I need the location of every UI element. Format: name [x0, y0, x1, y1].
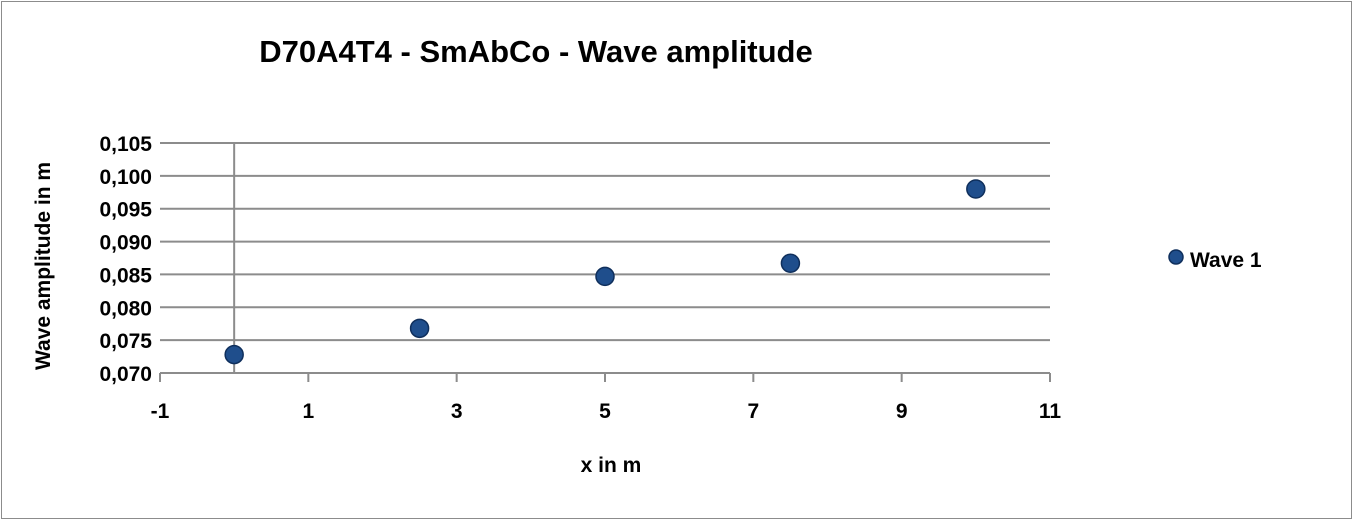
y-tick-label: 0,070 [99, 363, 152, 386]
data-point [966, 179, 986, 199]
y-tick-labels: 0,070 0,075 0,080 0,085 0,090 0,095 0,100 0,105 [99, 133, 152, 386]
x-tick-labels: -1 1 3 5 7 9 11 [151, 400, 1062, 423]
gridlines [160, 142, 1050, 342]
data-point [224, 344, 244, 365]
x-tick-label: 11 [1039, 400, 1062, 423]
y-tick-label: 0,095 [99, 199, 152, 222]
data-point [595, 266, 615, 287]
y-tick-label: 0,075 [99, 330, 152, 353]
legend: Wave 1 [1168, 249, 1262, 272]
x-tick-label: 7 [747, 400, 759, 423]
x-tick-label: 9 [896, 400, 908, 423]
y-tick-label: 0,090 [99, 232, 152, 255]
chart-title: D70A4T4 - SmAbCo - Wave amplitude [259, 34, 813, 69]
axes [159, 143, 1051, 382]
y-tick-label: 0,085 [99, 264, 152, 287]
y-axis-label: Wave amplitude in m [32, 162, 55, 370]
x-tick-label: 5 [599, 400, 611, 423]
data-points [224, 179, 986, 365]
data-point [409, 318, 430, 339]
x-axis-label: x in m [581, 454, 642, 477]
x-tick-label: 1 [302, 400, 314, 423]
y-tick-label: 0,100 [99, 166, 152, 189]
legend-label-wave-1: Wave 1 [1190, 249, 1262, 272]
x-tick-label: -1 [151, 400, 170, 423]
y-tick-label: 0,105 [99, 133, 152, 156]
x-tick-label: 3 [451, 400, 463, 423]
y-tick-label: 0,080 [99, 297, 152, 320]
data-point [780, 253, 801, 274]
legend-marker-wave-1 [1168, 249, 1184, 265]
